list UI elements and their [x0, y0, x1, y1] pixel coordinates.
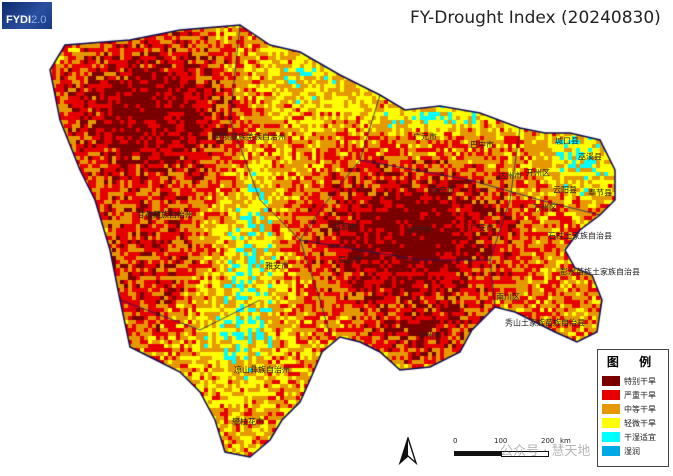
place-label: 泸州市 — [418, 331, 442, 341]
watermark: 公众号 · 慧天地 — [500, 444, 591, 459]
place-label: 云阳县 — [553, 185, 577, 195]
legend: 图 例 特别干旱 严重干旱 中等干旱 轻微干旱 干湿适宜 湿润 — [597, 349, 669, 467]
place-label: 达州市 — [498, 171, 522, 181]
place-label: 成都市 — [333, 222, 357, 232]
place-label: 攀枝花市 — [232, 417, 264, 427]
place-label: 广元市 — [413, 132, 437, 142]
north-arrow-icon — [398, 435, 418, 469]
legend-item: 干湿适宜 — [602, 430, 668, 444]
place-label: 雅安市 — [265, 261, 289, 271]
scale-unit: km — [560, 437, 571, 445]
place-label: 开州区 — [526, 168, 550, 178]
fydi-logo: FYDI 2.0 — [2, 2, 52, 29]
place-label: 凉山彝族自治州 — [234, 365, 290, 375]
place-label: 南充市 — [431, 185, 455, 195]
legend-item: 湿润 — [602, 444, 668, 458]
place-label: 城口县 — [555, 136, 579, 146]
place-label: 秀山土家族苗族自治县 — [505, 318, 585, 328]
legend-title: 图 例 — [606, 355, 660, 369]
place-label: 甘孜藏族自治州 — [137, 210, 193, 220]
scale-tick: 100 — [494, 437, 508, 445]
legend-item: 严重干旱 — [602, 388, 668, 402]
scale-tick: 0 — [453, 437, 458, 445]
place-label: 遂宁市 — [408, 225, 432, 235]
legend-item: 中等干旱 — [602, 402, 668, 416]
scale-tick: 200 — [541, 437, 555, 445]
place-label: 巴中市 — [470, 140, 494, 150]
place-label: 广安市 — [470, 223, 494, 233]
place-label: 万州区 — [533, 203, 557, 213]
legend-item: 特别干旱 — [602, 374, 668, 388]
place-label: 彭水苗族土家族自治县 — [560, 267, 640, 277]
place-label: 石柱土家族自治县 — [548, 231, 612, 241]
legend-item: 轻微干旱 — [602, 416, 668, 430]
place-label: 奉节县 — [588, 188, 612, 198]
place-label: 眉山市 — [338, 255, 362, 265]
place-label: 南川区 — [496, 292, 520, 302]
map-title: FY-Drought Index (20240830) — [410, 8, 661, 28]
place-label: 巫溪县 — [578, 152, 602, 162]
place-label: 阿坝藏族羌族自治州 — [214, 132, 286, 142]
